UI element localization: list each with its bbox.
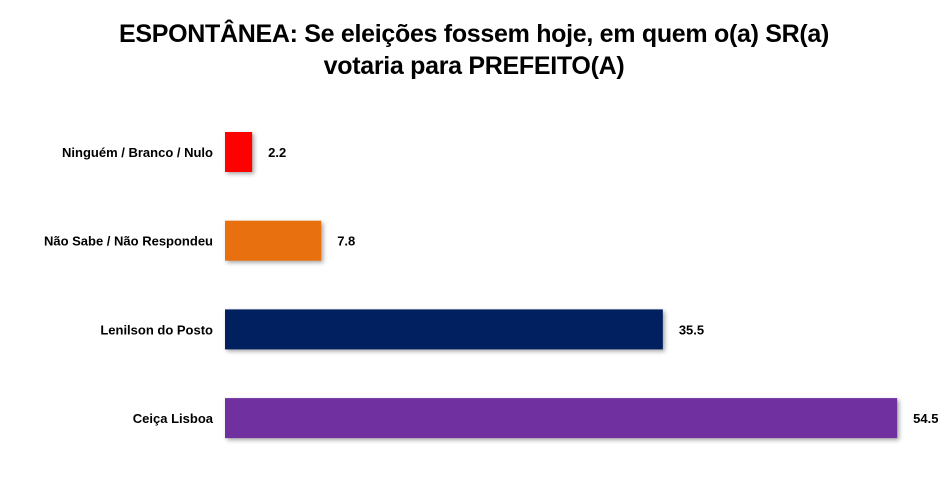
chart-title: ESPONTÂNEA: Se eleições fossem hoje, em … <box>0 18 948 82</box>
category-label-4: Ceiça Lisboa <box>133 411 214 426</box>
bar-1 <box>225 132 253 172</box>
value-label-4: 54.5 <box>913 411 938 426</box>
labels-layer: Ninguém / Branco / Nulo 2.2 Não Sabe / Não… <box>44 145 939 426</box>
bar-4 <box>225 398 898 439</box>
value-label-3: 35.5 <box>679 322 704 337</box>
category-label-2: Não Sabe / Não Respondeu <box>44 234 213 249</box>
value-label-2: 7.8 <box>337 234 355 249</box>
chart-title-line-1: ESPONTÂNEA: Se eleições fossem hoje, em … <box>118 20 830 48</box>
bar-3 <box>225 309 663 350</box>
bars-layer <box>225 132 898 439</box>
chart-title-line-2: votaria para PREFEITO(A) <box>323 52 625 80</box>
bar-2 <box>225 220 322 261</box>
category-label-3: Lenilson do Posto <box>100 322 213 337</box>
value-label-1: 2.2 <box>268 145 286 160</box>
category-label-1: Ninguém / Branco / Nulo <box>62 145 213 160</box>
